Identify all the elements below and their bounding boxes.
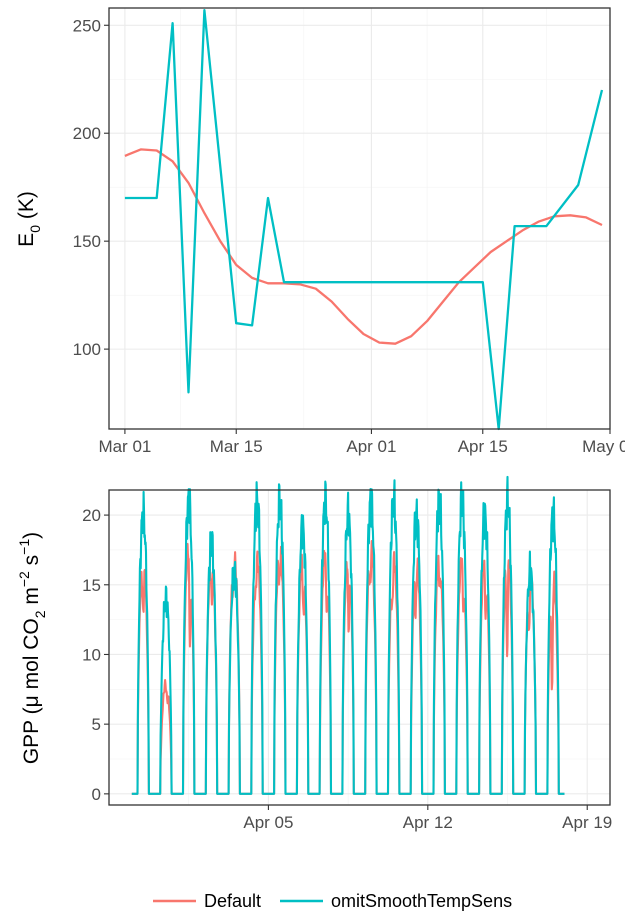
y-tick-label: 100 xyxy=(73,340,101,359)
y-tick-label: 20 xyxy=(82,506,101,525)
top-panel-minor-gridlines xyxy=(109,8,610,429)
x-tick-label: Mar 01 xyxy=(98,437,151,456)
top-panel-y-axis: 100 150 200 250 xyxy=(73,16,109,359)
x-tick-label: Apr 12 xyxy=(403,813,453,832)
y-tick-label: 250 xyxy=(73,16,101,35)
top-panel-series xyxy=(124,9,604,431)
top-panel-y-axis-title: E0 (K) xyxy=(15,191,43,247)
x-tick-label: Apr 05 xyxy=(243,813,293,832)
y-tick-label: 200 xyxy=(73,124,101,143)
series-line-default xyxy=(124,148,603,345)
x-tick-label: Apr 15 xyxy=(458,437,508,456)
x-tick-label: Mar 15 xyxy=(210,437,263,456)
x-tick-label: May 01 xyxy=(582,437,625,456)
x-tick-label: Apr 19 xyxy=(562,813,612,832)
bottom-panel-y-axis: 0 5 10 15 20 xyxy=(82,506,109,804)
x-tick-label: Apr 01 xyxy=(346,437,396,456)
series-line-omit xyxy=(131,475,565,795)
bottom-panel-border xyxy=(108,489,611,806)
bottom-panel-y-axis-title: GPP (μ mol CO2 m−2 s−1) xyxy=(16,532,48,764)
y-tick-label: 0 xyxy=(92,785,101,804)
series-line-omit xyxy=(124,9,604,431)
legend: Default omitSmoothTempSens xyxy=(153,891,512,911)
legend-label-omit: omitSmoothTempSens xyxy=(331,891,512,911)
top-panel-major-gridlines xyxy=(109,8,611,429)
y-tick-label: 10 xyxy=(82,645,101,664)
y-tick-label: 5 xyxy=(92,715,101,734)
bottom-panel-series xyxy=(131,475,565,795)
y-tick-label: 150 xyxy=(73,232,101,251)
top-panel-x-axis: Mar 01 Mar 15 Apr 01 Apr 15 May 01 xyxy=(98,429,625,456)
top-panel-border xyxy=(108,7,611,430)
bottom-panel-x-axis: Apr 05 Apr 12 Apr 19 xyxy=(243,805,612,832)
y-tick-label: 15 xyxy=(82,576,101,595)
legend-label-default: Default xyxy=(204,891,261,911)
